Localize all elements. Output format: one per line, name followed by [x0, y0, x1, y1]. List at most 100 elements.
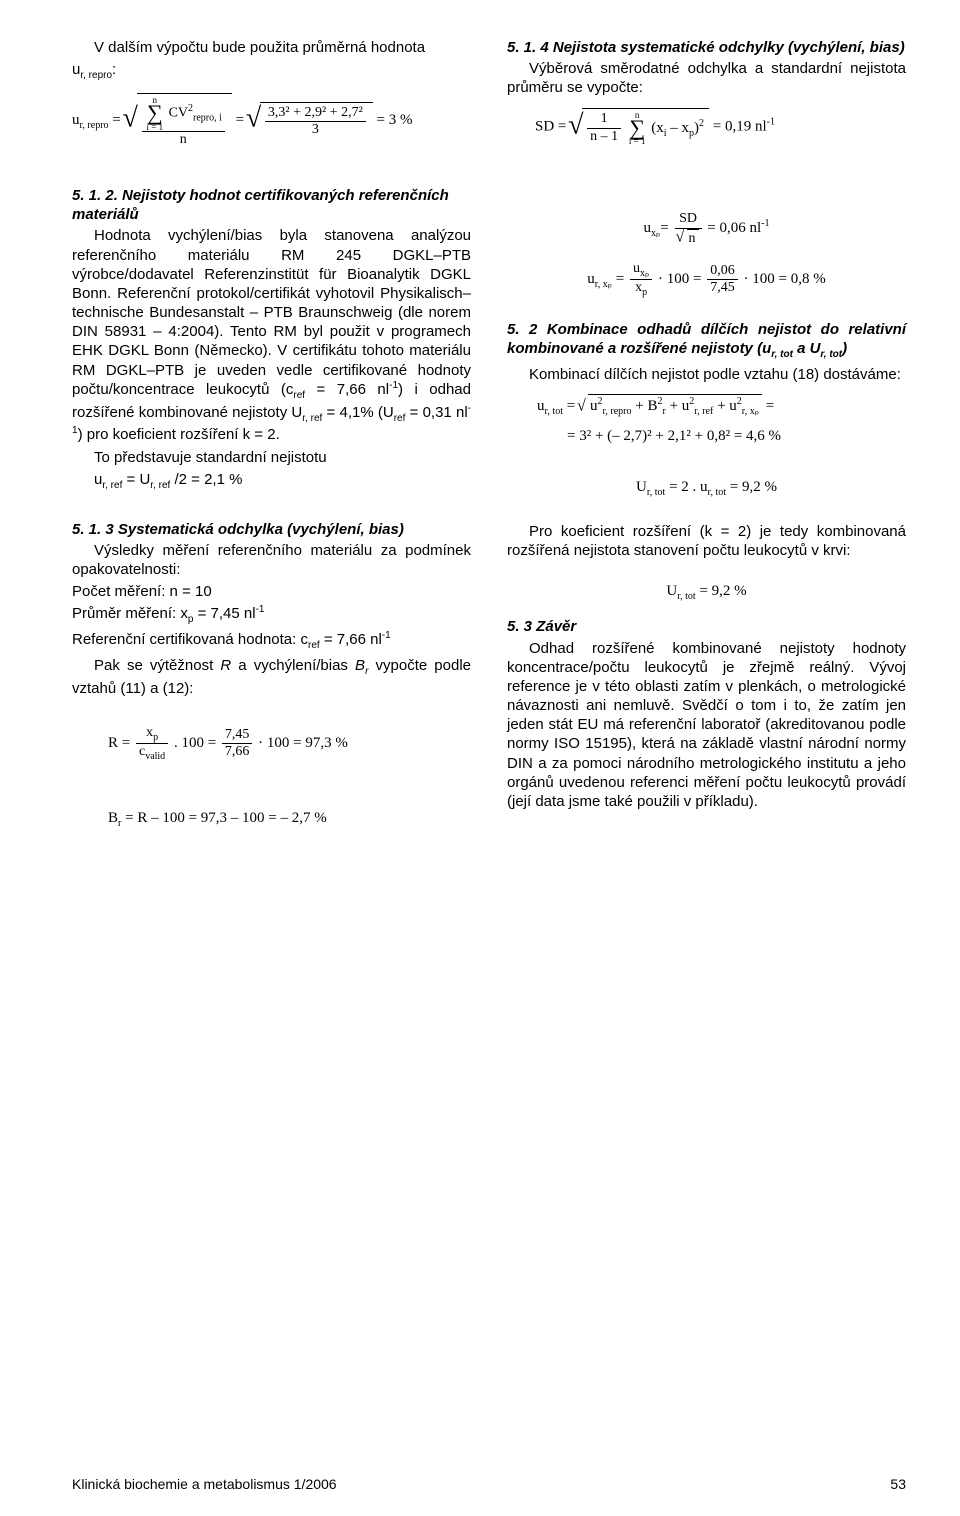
fSD-sigma-mid: ∑ — [629, 119, 646, 138]
fSD-lhs: SD = — [535, 118, 570, 134]
furxp-num1-u: u — [633, 261, 640, 276]
s513-l2-neg1: -1 — [256, 604, 265, 615]
sqrt2-inner: 3,3² + 2,9² + 2,7² 3 — [260, 102, 373, 138]
fSD-sqrt-inner: 1 n – 1 n ∑ i = 1 (xi – xp)2 — [582, 108, 709, 146]
furxp-num2: 0,06 — [707, 263, 738, 280]
s512-Uref2-sub: ref — [394, 413, 406, 424]
s513-l1: Počet měření: n = 10 — [72, 582, 471, 601]
fUf-tail: = 9,2 % — [696, 583, 747, 599]
formula-B: Br = R – 100 = 97,3 – 100 = – 2,7 % — [72, 809, 471, 831]
formula-urtot: ur, tot = u2r, repro + B2r + u2r, ref + … — [507, 394, 906, 419]
furxp-den1-sub: p — [642, 287, 647, 298]
fut-t1-sub: r, repro — [602, 406, 631, 417]
section-5-1-4-heading: 5. 1. 4 Nejistota systematické odchylky … — [507, 38, 906, 57]
furxp-frac2: 0,06 7,45 — [705, 263, 740, 296]
fSD-den: n – 1 — [587, 129, 621, 145]
s512-Uref-val: = 4,1% (U — [322, 404, 393, 421]
section-5-3-heading: 5. 3 Závěr — [507, 617, 906, 636]
s513-p2a: Pak se výtěžnost — [94, 657, 220, 674]
fuxp-res: = 0,06 nl — [707, 220, 761, 236]
sigma1: n ∑ i = 1 — [147, 96, 164, 131]
s513-R: R — [220, 657, 231, 674]
fut-t3-sub: r, ref — [694, 406, 713, 417]
fuxp-sub: xₚ — [651, 228, 660, 239]
fR-mid1: . 100 = — [174, 735, 220, 751]
fut-plus: + B — [632, 398, 658, 414]
fut-sqrt-inner: u2r, repro + B2r + u2r, ref + u2r, xₚ — [588, 394, 762, 419]
s513-l3-neg1: -1 — [382, 630, 391, 641]
frac2-den: 3 — [265, 122, 366, 138]
fut-sub: r, tot — [545, 406, 564, 417]
res1: = 3 % — [377, 112, 413, 128]
fR-frac1: xp cvalid — [134, 725, 170, 763]
fSD-sqrt: 1 n – 1 n ∑ i = 1 (xi – xp)2 — [570, 108, 709, 146]
sqrt2: 3,3² + 2,9² + 2,7² 3 — [248, 102, 373, 138]
intro-line2: ur, repro: — [72, 60, 471, 83]
furxp-eq: = — [612, 271, 628, 287]
formula-u-repro: ur, repro = n ∑ i = 1 CV2repro, i — [72, 93, 471, 148]
s513-p2: Pak se výtěžnost R a vychýlení/bias Br v… — [72, 656, 471, 698]
furxp-num1: uxₚ — [630, 261, 652, 280]
formula-Urtot: Ur, tot = 2 . ur, tot = 9,2 % — [507, 478, 906, 500]
s513-l2a: Průměr měření: x — [72, 605, 188, 622]
s512-b1: Hodnota vychýlení/bias byla stanovena an… — [72, 227, 471, 398]
colon: : — [112, 61, 116, 78]
fUt-tail: = 9,2 % — [726, 479, 777, 495]
s52-p1: Kombinací dílčích nejistot podle vztahu … — [507, 365, 906, 384]
fSD-frac: 1 n – 1 — [585, 111, 623, 144]
fB-tail: = R – 100 = 97,3 – 100 = – 2,7 % — [121, 810, 326, 826]
fR-den1-sub: valid — [145, 751, 165, 762]
furxp-den2: 7,45 — [707, 280, 738, 296]
s512-Uref-sub: r, ref — [302, 413, 322, 424]
fSD-par: (x — [651, 119, 664, 135]
fuxp-sqrtn: n — [678, 229, 699, 247]
s52-h-mid: a U — [793, 340, 821, 357]
fSD-sigma-bot: i = 1 — [629, 137, 646, 145]
fut-t4: + u — [713, 398, 736, 414]
frac1: n ∑ i = 1 CV2repro, i n — [140, 96, 227, 148]
u-sub: r, repro — [80, 70, 112, 81]
furxp-lhs: u — [587, 271, 595, 287]
s513-l3-sub: ref — [308, 640, 320, 651]
fUt-mid: = 2 . u — [665, 479, 707, 495]
fUt-sub2: r, tot — [708, 487, 727, 498]
s512-eq-tail: /2 = 2,1 % — [170, 471, 242, 488]
formula-uxp: uxₚ= SD n = 0,06 nl-1 — [507, 211, 906, 246]
right-column: 5. 1. 4 Nejistota systematické odchylky … — [507, 38, 906, 844]
fut-lhs: u — [537, 398, 545, 414]
fR-den1: cvalid — [136, 744, 168, 762]
fR-num1-sub: p — [153, 732, 158, 743]
s512-p2: To představuje standardní nejistotu — [72, 448, 471, 467]
fuxp-sqrtn-inner: n — [687, 229, 699, 247]
fuxp-den: n — [675, 229, 702, 247]
fSD-res: = 0,19 nl — [713, 118, 767, 134]
fuxp-lhs: u — [644, 220, 652, 236]
s52-h-tail: ) — [842, 340, 847, 357]
fUt-lhs: U — [636, 479, 647, 495]
sigma1-mid: ∑ — [147, 104, 164, 123]
s52-h-sub2: r, tot — [820, 349, 842, 360]
furxp-frac1: uxₚ xp — [628, 261, 654, 299]
s513-l2b: = 7,45 nl — [193, 605, 255, 622]
section-5-1-3-heading: 5. 1. 3 Systematická odchylka (vychýlení… — [72, 520, 471, 539]
fut-sqrt: u2r, repro + B2r + u2r, ref + u2r, xₚ — [579, 394, 762, 419]
furxp-mid: · 100 = — [658, 271, 705, 287]
fR-tail: · 100 = 97,3 % — [258, 735, 348, 751]
s512-cref-sub: ref — [293, 390, 305, 401]
fUt-sub: r, tot — [647, 487, 666, 498]
sigma1-bot: i = 1 — [147, 123, 164, 131]
s514-p1: Výběrová směrodatné odchylka a standardn… — [507, 59, 906, 97]
intro-line1: V dalším výpočtu bude použita průměrná h… — [72, 38, 471, 57]
fR-lhs: R = — [108, 735, 134, 751]
s512-eq-sub2: r, ref — [150, 480, 170, 491]
s513-p1: Výsledky měření referenčního materiálu z… — [72, 541, 471, 579]
fUf-sub: r, tot — [677, 591, 696, 602]
cv-sub: repro, i — [193, 112, 222, 123]
page: V dalším výpočtu bude použita průměrná h… — [0, 0, 960, 1516]
lhs-sub: r, repro — [80, 120, 109, 131]
page-footer: Klinická biochemie a metabolismus 1/2006… — [72, 1476, 906, 1492]
furxp-tail: · 100 = 0,8 % — [744, 271, 826, 287]
fut-t4-sub: r, xₚ — [742, 406, 759, 417]
fuxp-neg1: -1 — [761, 218, 769, 229]
fR-num2: 7,45 — [222, 727, 253, 744]
